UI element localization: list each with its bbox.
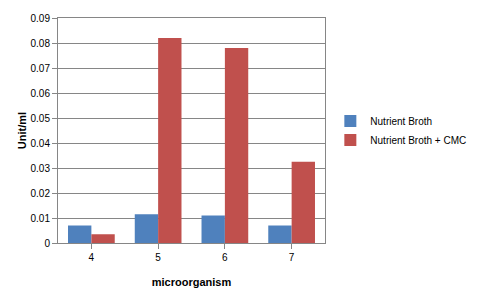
svg-text:0.09: 0.09	[31, 13, 51, 24]
svg-text:0.06: 0.06	[31, 88, 51, 99]
svg-text:0.07: 0.07	[31, 63, 51, 74]
svg-text:0.03: 0.03	[31, 163, 51, 174]
svg-text:0: 0	[44, 238, 50, 249]
svg-text:Unit/ml: Unit/ml	[16, 112, 28, 149]
svg-text:4: 4	[89, 252, 95, 263]
svg-text:0.04: 0.04	[31, 138, 51, 149]
svg-text:Nutrient Broth: Nutrient Broth	[370, 116, 432, 127]
svg-text:6: 6	[222, 252, 228, 263]
svg-text:0.02: 0.02	[31, 188, 51, 199]
svg-text:5: 5	[155, 252, 161, 263]
svg-text:7: 7	[289, 252, 295, 263]
svg-text:0.05: 0.05	[31, 113, 51, 124]
svg-text:0.01: 0.01	[31, 213, 51, 224]
svg-text:microorganism: microorganism	[152, 276, 232, 288]
svg-text:Nutrient Broth + CMC: Nutrient Broth + CMC	[370, 135, 466, 146]
svg-text:0.08: 0.08	[31, 38, 51, 49]
